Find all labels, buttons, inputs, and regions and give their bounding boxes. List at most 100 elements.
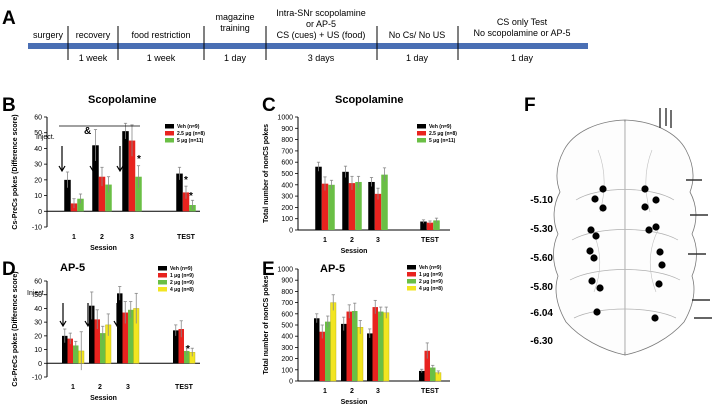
y-tick-label: 30 <box>34 162 42 169</box>
legend-label: Veh (n=9) <box>419 265 442 271</box>
legend-swatch <box>407 272 416 277</box>
bar <box>419 370 425 381</box>
significance-star: * <box>184 175 188 186</box>
x-tick-label: 3 <box>376 388 380 395</box>
y-tick-label: 20 <box>34 177 42 184</box>
bar <box>383 312 390 382</box>
inject-arrow <box>116 146 124 173</box>
injection-site <box>591 195 599 203</box>
injection-site <box>593 308 601 316</box>
y-axis-label: Cs-PreCs pokes (Difference score) <box>12 114 19 229</box>
inject-arrow <box>113 303 121 328</box>
significance-star: * <box>186 344 190 355</box>
y-tick-label: -10 <box>32 225 42 232</box>
x-tick-label: 1 <box>72 234 76 241</box>
bar <box>94 319 100 364</box>
y-tick-label: 0 <box>289 228 293 235</box>
legend-swatch <box>407 286 416 291</box>
x-tick-label: 1 <box>323 237 327 244</box>
bar <box>381 174 388 230</box>
y-tick-label: 700 <box>281 148 293 155</box>
legend-label: 1 μg (n=9) <box>419 272 443 278</box>
bar <box>420 221 427 230</box>
x-tick-label: 2 <box>350 237 354 244</box>
y-tick-label: 100 <box>281 216 293 223</box>
x-tick-label: 1 <box>71 384 75 391</box>
legend-swatch <box>417 138 426 143</box>
bar <box>355 181 362 230</box>
injection-site <box>651 314 659 322</box>
y-tick-label: 900 <box>281 278 293 285</box>
brain-outline-left <box>553 119 626 356</box>
stage-magazine-training: magazine training <box>215 12 255 33</box>
bar <box>62 335 68 364</box>
y-axis-label: Total number of nonCS pokes <box>263 124 270 223</box>
injection-sites <box>586 185 666 322</box>
duration-magazine: 1 day <box>224 53 247 63</box>
legend-swatch <box>158 280 167 285</box>
significance-star: * <box>137 154 141 165</box>
timeline: surgery recovery food restriction magazi… <box>28 8 588 63</box>
chart-b-scopolamine-difference: -10 0 10 20 30 40 50 60 1 2 3 TEST Session Cs-PreCs p… <box>12 94 205 252</box>
y-tick-label: 1000 <box>277 115 293 122</box>
injection-site <box>641 185 649 193</box>
bar <box>367 333 373 381</box>
bar <box>368 181 375 230</box>
legend-swatch <box>165 131 174 136</box>
x-tick-label: TEST <box>421 388 440 395</box>
y-tick-label: 200 <box>281 205 293 212</box>
x-tick-label: 2 <box>100 234 104 241</box>
injection-site <box>599 185 607 193</box>
bar <box>182 192 190 212</box>
duration-food-restriction: 1 week <box>147 53 176 63</box>
stage-test: CS only Test <box>497 17 548 27</box>
injection-site <box>652 223 660 231</box>
injection-site <box>596 284 604 292</box>
coordinate-label: -6.30 <box>530 336 553 347</box>
bar <box>122 131 129 212</box>
injection-site <box>658 261 666 269</box>
coordinate-label: -5.80 <box>530 282 553 293</box>
y-tick-label: 0 <box>289 379 293 386</box>
injection-site <box>652 196 660 204</box>
bar <box>328 184 335 230</box>
y-axis-label: Cs-PreCs pokes (Difference score) <box>12 271 19 386</box>
legend-swatch <box>417 131 426 136</box>
duration-no-cs: 1 day <box>406 53 429 63</box>
coordinate-label: -5.10 <box>530 195 553 206</box>
injection-site <box>599 204 607 212</box>
y-tick-label: 30 <box>34 320 42 327</box>
chart-c-scopolamine-noncs: 0 100 200 300 400 500 600 700 800 900 1000 1 2 3 TEST S… <box>263 94 457 255</box>
stage-magazine-training-wrap: magazine training <box>215 12 255 33</box>
injection-site <box>586 247 594 255</box>
bar <box>330 302 337 382</box>
x-axis-label: Session <box>341 399 368 406</box>
legend-label: 1 μg (n=9) <box>170 273 194 279</box>
y-tick-label: 300 <box>281 345 293 352</box>
legend-swatch <box>158 287 167 292</box>
x-tick-label: 3 <box>130 234 134 241</box>
y-tick-label: 600 <box>281 160 293 167</box>
stage-conditioning: CS (cues) + US (food) <box>277 30 366 40</box>
y-tick-label: 900 <box>281 126 293 133</box>
legend-swatch <box>407 279 416 284</box>
panel-label-d: D <box>2 259 16 280</box>
x-tick-label: TEST <box>421 237 440 244</box>
inject-label-d: Inject. <box>27 290 46 297</box>
legend-swatch <box>165 124 174 129</box>
bar <box>89 305 95 364</box>
y-tick-label: 500 <box>281 323 293 330</box>
panel-label-b: B <box>2 95 16 116</box>
injection-site <box>592 232 600 240</box>
timeline-bar <box>28 43 588 49</box>
bar <box>98 176 106 212</box>
y-tick-label: 50 <box>34 292 42 299</box>
inject-arrow <box>59 303 67 328</box>
bar <box>135 176 142 212</box>
panel-label-c: C <box>262 95 276 116</box>
chart-d-ap5-difference: -10 0 10 20 30 40 50 60 1 2 3 TEST Session Cs-PreCs p… <box>12 262 200 402</box>
panel-label-a: A <box>2 8 16 29</box>
bar <box>73 345 79 364</box>
legend-label: Veh (n=9) <box>429 124 452 130</box>
